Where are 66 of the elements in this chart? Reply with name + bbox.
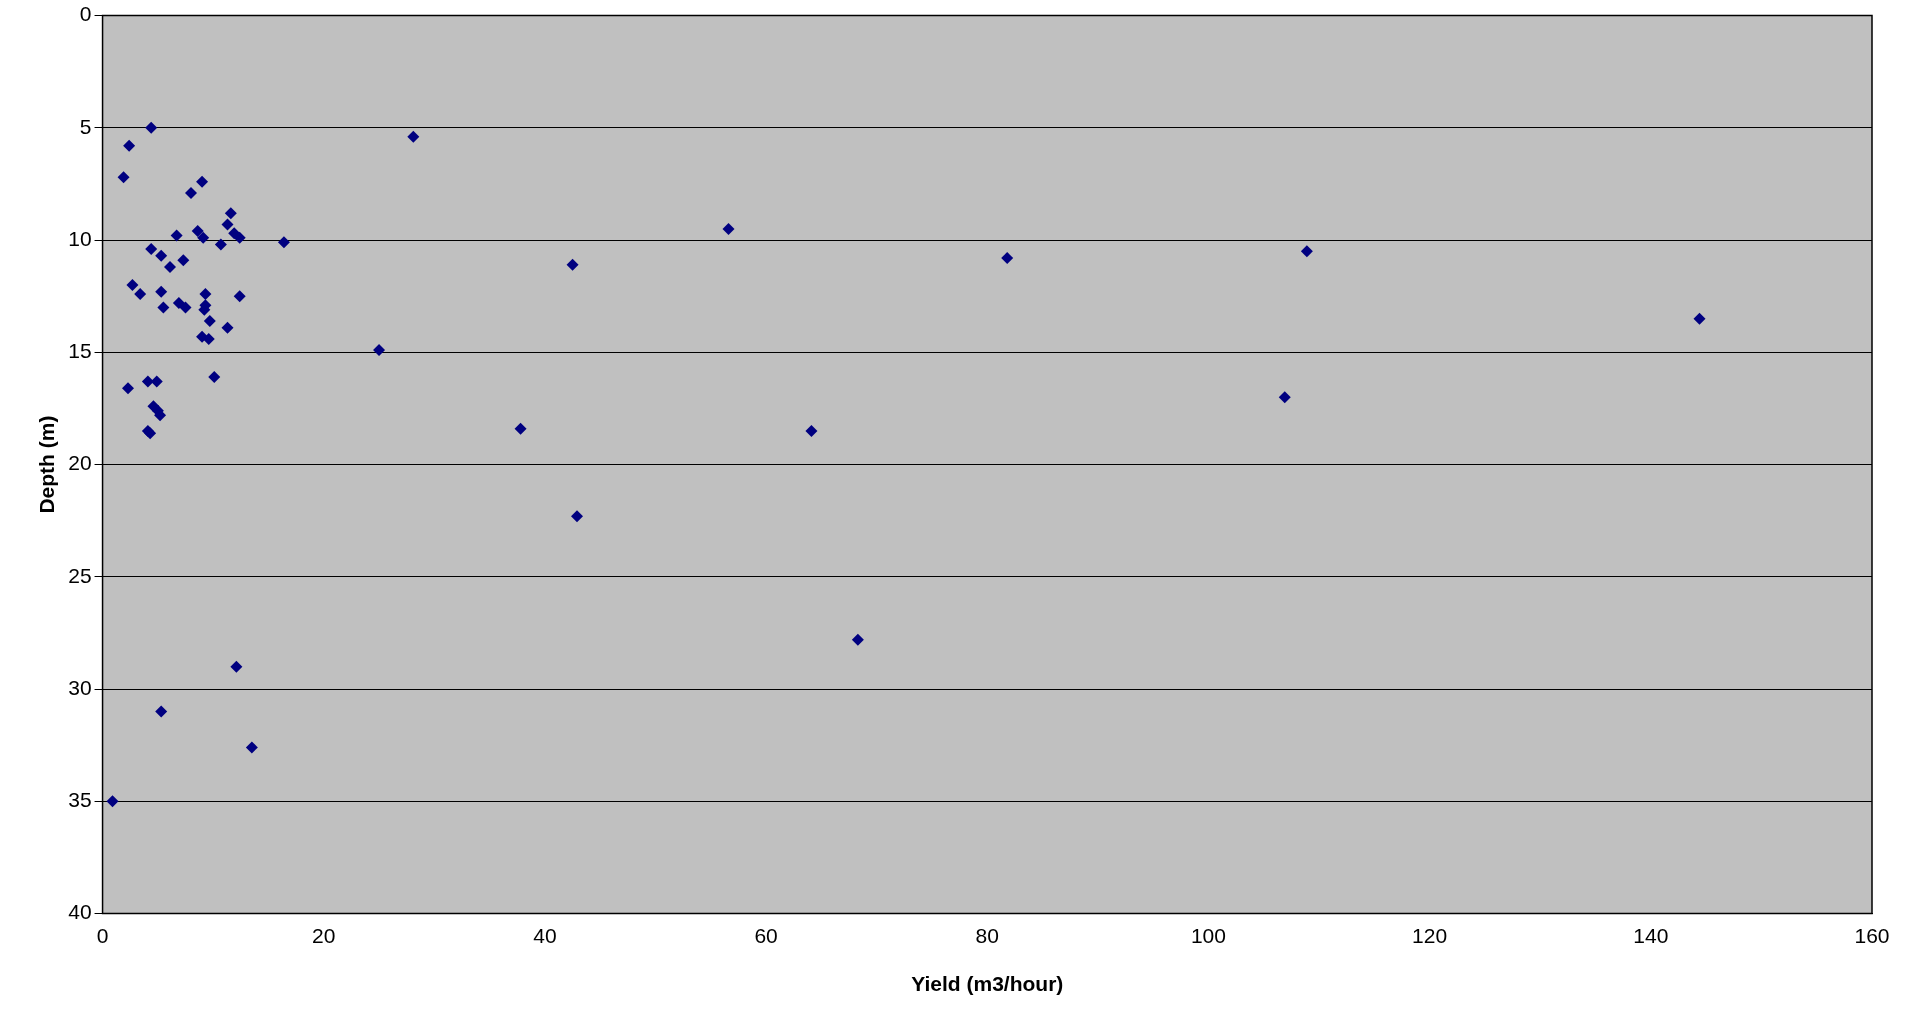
point — [566, 258, 579, 271]
y-tick-label: 30 — [68, 675, 92, 699]
point — [214, 238, 227, 251]
point — [191, 225, 204, 238]
point — [722, 222, 735, 235]
y-tick-label: 20 — [68, 451, 92, 475]
point — [221, 321, 234, 334]
x-tick-label: 160 — [1854, 924, 1890, 947]
point — [179, 301, 192, 314]
point — [164, 261, 177, 274]
point — [570, 510, 583, 523]
y-tick-label: 15 — [68, 339, 92, 363]
x-tick-label: 140 — [1633, 924, 1669, 947]
point — [145, 243, 158, 256]
point — [203, 314, 216, 327]
point — [208, 371, 221, 384]
point — [155, 249, 168, 262]
point — [155, 285, 168, 298]
point — [245, 741, 258, 754]
x-tick-label: 0 — [96, 924, 109, 947]
point — [185, 186, 198, 199]
point — [197, 231, 210, 244]
point — [199, 287, 212, 300]
point — [126, 279, 139, 291]
y-tick-label: 25 — [68, 563, 92, 587]
point — [277, 236, 290, 249]
point — [373, 344, 386, 357]
y-tick-label: 35 — [68, 788, 92, 812]
point — [224, 207, 237, 220]
x-tick-label: 80 — [975, 924, 999, 947]
point — [123, 139, 136, 152]
x-axis-title: Yield (m3/hour) — [911, 972, 1064, 996]
point — [1300, 245, 1313, 258]
point — [514, 422, 527, 435]
point — [121, 382, 134, 395]
point — [233, 231, 246, 244]
point — [141, 375, 154, 388]
point — [230, 660, 243, 673]
x-tick-label: 40 — [533, 924, 557, 947]
point — [106, 795, 119, 808]
point — [221, 218, 234, 231]
point — [1693, 312, 1706, 325]
x-tick-label: 60 — [754, 924, 778, 947]
point — [196, 175, 209, 188]
point — [851, 633, 864, 646]
x-tick-label: 120 — [1412, 924, 1448, 947]
point — [134, 287, 147, 300]
point — [172, 296, 185, 309]
point — [233, 290, 246, 303]
y-tick-label: 0 — [79, 2, 92, 26]
point — [170, 229, 183, 242]
point — [145, 121, 158, 134]
x-tick-label: 100 — [1190, 924, 1226, 947]
y-tick-label: 10 — [68, 226, 92, 250]
y-axis-title: Depth (m) — [35, 415, 59, 514]
y-tick-label: 40 — [68, 900, 92, 924]
point — [177, 254, 190, 267]
y-tick-label: 5 — [79, 114, 92, 138]
point — [805, 424, 818, 437]
point — [407, 130, 420, 143]
x-tick-label: 20 — [312, 924, 336, 947]
point — [1278, 391, 1291, 404]
point — [117, 171, 130, 184]
point — [155, 705, 168, 718]
point — [1001, 252, 1014, 265]
point — [157, 301, 170, 314]
